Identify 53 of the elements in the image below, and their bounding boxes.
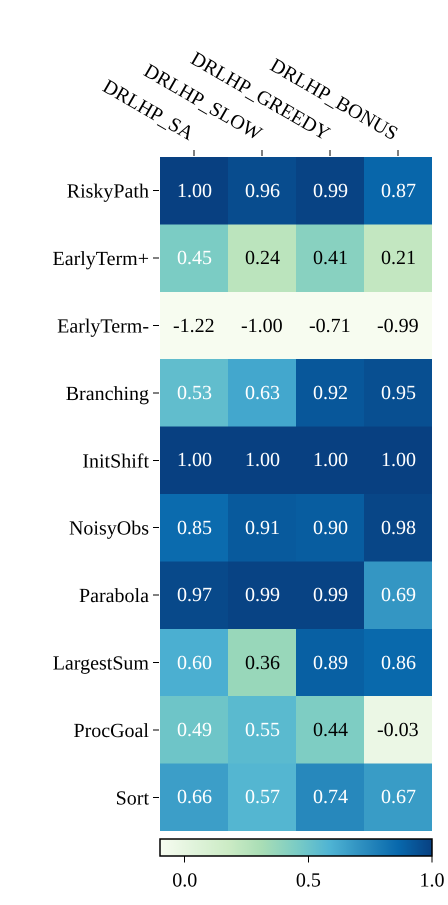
data-label: 0.24 [245,247,280,269]
data-label: 0.67 [381,786,416,808]
data-label: -0.71 [309,315,351,337]
data-label: 0.89 [313,652,348,674]
data-label: -1.22 [173,315,215,337]
data-label: -0.99 [377,315,419,337]
data-label: 0.36 [245,652,280,674]
y-tick-label: EarlyTerm- [57,316,149,338]
data-label: 1.00 [177,449,212,471]
data-label: 0.95 [381,382,416,404]
data-label: 0.45 [177,247,212,269]
data-label: 0.57 [245,786,280,808]
data-label: 0.55 [245,719,280,741]
data-label: 1.00 [245,449,280,471]
color-bar-label: 0.0 [172,869,198,892]
data-label: 0.86 [381,652,416,674]
data-label: 0.97 [177,584,212,606]
data-label: 0.60 [177,652,212,674]
y-tick-label: ProcGoal [73,720,150,742]
data-label: 0.90 [313,517,348,539]
data-label: 0.63 [245,382,280,404]
y-tick-label: Branching [66,382,149,405]
data-label: -0.03 [377,719,419,741]
y-tick-label: LargestSum [52,652,150,674]
data-label: 0.66 [177,786,212,808]
color-bar-label: 0.5 [296,869,321,892]
y-tick-label: Parabola [79,585,150,608]
data-label: 0.74 [313,786,348,808]
data-label: 0.85 [177,517,212,539]
y-tick-label: RiskyPath [66,180,149,203]
data-label: 0.49 [177,719,212,741]
y-tick-label: NoisyObs [68,518,150,540]
data-label: 0.41 [313,247,348,269]
data-label: 0.98 [381,517,416,539]
data-label: -1.00 [241,315,283,337]
data-label: 0.96 [245,180,280,202]
data-label: 1.00 [177,180,212,202]
data-label: 0.99 [313,584,348,606]
data-label: 0.87 [381,180,416,202]
data-label: 0.21 [381,247,416,269]
y-tick-label: EarlyTerm+ [52,248,149,270]
data-label: 1.00 [313,449,348,471]
data-label: 0.91 [245,517,280,539]
data-label: 0.69 [381,584,416,606]
data-label: 0.99 [245,584,280,606]
data-label: 0.99 [313,180,348,202]
color-bar-label: 1.0 [420,869,444,892]
data-label: 1.00 [381,449,416,471]
data-label: 0.44 [313,719,348,741]
y-tick-label: Sort [116,787,150,810]
data-label: 0.53 [177,382,212,404]
data-label: 0.92 [313,382,348,404]
y-tick-label: InitShift [82,450,150,472]
